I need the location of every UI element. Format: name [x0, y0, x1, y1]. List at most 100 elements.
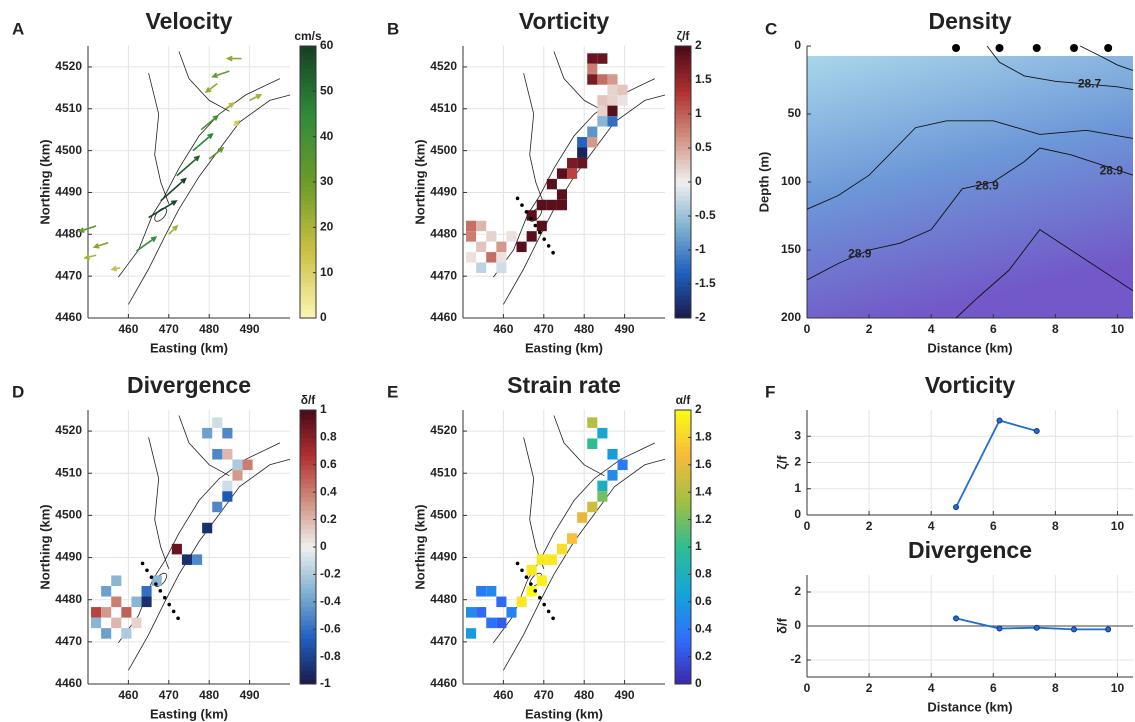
x-tick-label: 480 [199, 688, 219, 702]
colorbar-tick-label: 0 [695, 676, 702, 690]
colorbar-segment [300, 601, 316, 607]
y-tick-label: 1 [794, 481, 801, 495]
density-contour [806, 120, 1134, 210]
colorbar-tick-label: 1 [695, 539, 702, 553]
colorbar-segment [675, 510, 691, 516]
point [1033, 428, 1040, 434]
colorbar-segment [300, 652, 316, 658]
grid-cell [546, 554, 557, 565]
colorbar-segment [300, 642, 316, 648]
grid-cell [577, 157, 588, 169]
transect-station [529, 582, 533, 586]
colorbar-tick-label: -0.6 [320, 621, 341, 635]
colorbar-segment [675, 547, 691, 553]
colorbar-tick-label: 0.2 [695, 649, 712, 663]
bathymetry-contour [523, 73, 545, 204]
y-tick-label: 4500 [55, 508, 82, 522]
panel-letter: D [12, 382, 24, 401]
colorbar-segment [300, 286, 316, 292]
panel: A Velocity 460 470 480 490 4460 4470 4480 4490 450… [12, 8, 334, 355]
grid-cell [556, 189, 568, 200]
x-tick-label: 6 [990, 322, 997, 336]
colorbar-segment [675, 446, 691, 452]
colorbar-tick-label: 1.6 [695, 457, 712, 471]
x-tick-label: 0 [804, 519, 811, 533]
grid-cell [486, 617, 497, 629]
density-contour [955, 228, 1134, 319]
colorbar-segment [300, 114, 316, 120]
grid-cell [607, 74, 618, 85]
colorbar-tick-label: 30 [320, 174, 334, 188]
colorbar-segment [300, 606, 316, 612]
colorbar-segment [300, 168, 316, 174]
velocity-arrow [92, 241, 109, 249]
grid-cell [597, 116, 608, 127]
panel: B Vorticity 460 470 480 490 4460 4470 4480 4490 45… [387, 8, 716, 355]
x-tick-label: 8 [1052, 681, 1059, 695]
colorbar-segment [300, 82, 316, 88]
panel-letter: E [387, 382, 398, 401]
colorbar-segment [675, 254, 691, 260]
x-tick-label: 460 [493, 322, 513, 336]
colorbar-segment [675, 505, 691, 511]
colorbar-segment [675, 478, 691, 484]
colorbar-segment [300, 588, 316, 594]
grid-cell [121, 628, 132, 639]
colorbar-segment [675, 295, 691, 301]
grid-cell [607, 95, 618, 106]
grid-cell [496, 596, 507, 608]
grid-cell [171, 543, 182, 555]
panel-letter: C [765, 19, 777, 38]
grid-cell [222, 491, 233, 502]
x-tick-label: 470 [534, 688, 554, 702]
transect-station [533, 223, 538, 228]
x-tick-label: 6 [990, 519, 997, 533]
x-tick-label: 0 [804, 681, 811, 695]
colorbar-segment [675, 428, 691, 434]
density-contour [1080, 45, 1134, 71]
grid-cell [101, 628, 112, 639]
colorbar-segment [675, 642, 691, 648]
velocity-arrow [249, 94, 263, 102]
grid-cell [91, 617, 102, 629]
grid-cell [242, 459, 253, 471]
grid-cell [597, 491, 608, 502]
grid-cell [91, 607, 102, 618]
y-tick-label: 50 [788, 106, 802, 120]
grid-cell [131, 617, 142, 629]
colorbar-segment [300, 519, 316, 525]
colorbar-tick-label: 0.8 [320, 430, 337, 444]
x-tick-label: 2 [866, 681, 873, 695]
colorbar-segment [675, 123, 691, 129]
colorbar-segment [675, 172, 691, 178]
colorbar-segment [300, 656, 316, 662]
colorbar-segment [300, 460, 316, 466]
bathymetry-contour [148, 73, 170, 204]
colorbar-segment [300, 615, 316, 621]
colorbar-segment [675, 141, 691, 147]
colorbar-segment [300, 473, 316, 479]
station [1070, 44, 1079, 52]
colorbar-segment [675, 55, 691, 61]
y-tick-label: 4490 [55, 185, 82, 199]
contour-label: 28.9 [1100, 163, 1124, 177]
point [1105, 626, 1112, 633]
colorbar-segment [300, 200, 316, 206]
grid-cell [506, 607, 517, 618]
colorbar-segment [675, 227, 691, 233]
grid-cell [536, 554, 547, 565]
transect-station [524, 210, 529, 214]
colorbar-segment [675, 77, 691, 83]
colorbar-segment [675, 592, 691, 598]
colorbar-segment [300, 515, 316, 521]
colorbar-segment [300, 136, 316, 142]
colorbar-segment [300, 77, 316, 83]
grid-cell [617, 95, 628, 106]
colorbar-segment [675, 601, 691, 607]
colorbar-segment [675, 578, 691, 585]
x-axis-label: Easting (km) [150, 706, 228, 721]
colorbar-segment [675, 638, 691, 644]
colorbar-tick-label: 10 [320, 265, 334, 279]
velocity-arrow [77, 225, 97, 233]
